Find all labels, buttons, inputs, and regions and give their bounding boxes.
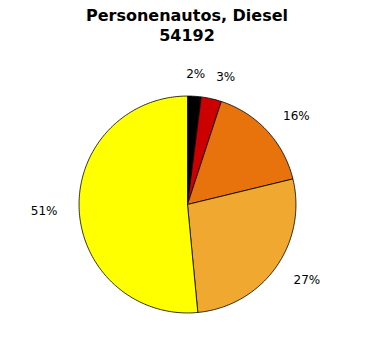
svg-text:16%: 16% [283, 109, 310, 123]
svg-text:2%: 2% [186, 67, 205, 81]
html-text:Personenautos, Diesel: Personenautos, Diesel [86, 6, 288, 25]
svg-text:27%: 27% [294, 273, 321, 287]
html-text:54192: 54192 [159, 26, 215, 45]
svg-text:3%: 3% [216, 70, 235, 84]
svg-text:51%: 51% [31, 204, 58, 218]
